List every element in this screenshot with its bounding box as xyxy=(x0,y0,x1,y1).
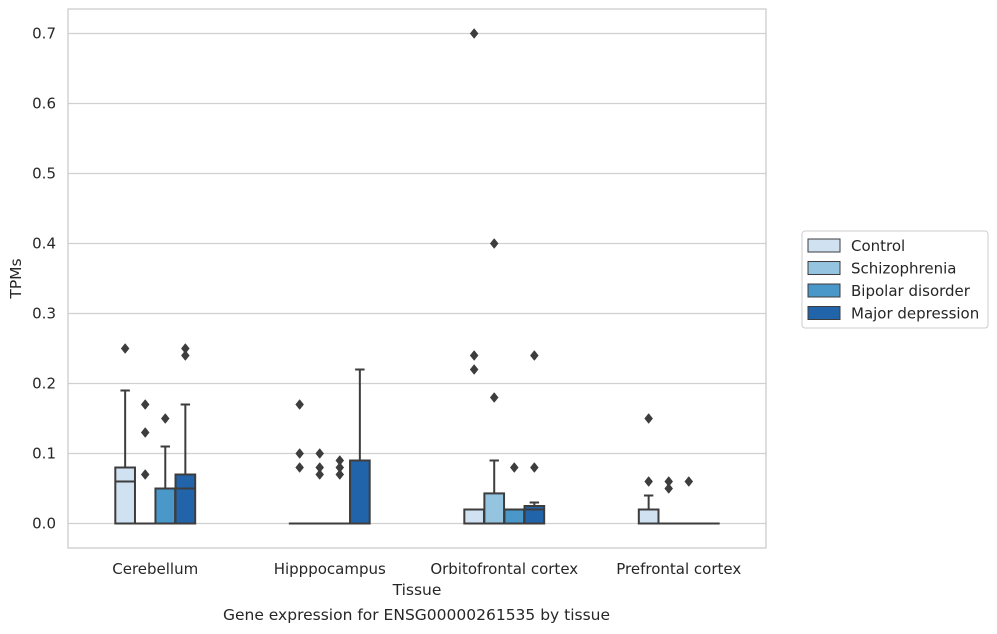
outlier-point xyxy=(140,469,150,480)
x-tick-label: Prefrontal cortex xyxy=(616,560,741,578)
outlier-point xyxy=(644,413,653,424)
outlier-point xyxy=(295,462,304,473)
outlier-point xyxy=(335,469,345,480)
box-body xyxy=(463,508,485,525)
outlier-point xyxy=(295,448,304,459)
box-body xyxy=(503,508,526,525)
outlier-point xyxy=(315,448,325,459)
gridlines xyxy=(68,32,766,525)
box-control xyxy=(288,399,311,525)
legend-swatch xyxy=(807,283,841,298)
outlier-point xyxy=(664,483,674,494)
box-body xyxy=(349,459,371,525)
outlier-point xyxy=(295,399,304,410)
legend-swatch xyxy=(807,238,841,253)
box-body xyxy=(174,473,197,525)
y-tick-label: 0.0 xyxy=(32,515,56,533)
box-major-depression xyxy=(349,368,371,525)
legend-label: Bipolar disorder xyxy=(851,282,971,300)
box-schizophrenia xyxy=(483,238,506,525)
box-schizophrenia xyxy=(134,399,157,525)
legend-label: Schizophrenia xyxy=(851,260,956,278)
y-tick-label: 0.1 xyxy=(32,445,56,463)
y-tick-label: 0.2 xyxy=(32,375,56,393)
y-tick-labels: 0.0 0.1 0.2 0.3 0.4 0.5 0.6 0.7 xyxy=(32,25,56,533)
legend-swatch xyxy=(807,261,841,275)
legend-label: Major depression xyxy=(851,305,979,323)
box-major-depression xyxy=(523,350,546,525)
y-tick-label: 0.6 xyxy=(32,95,56,113)
box-bipolar-disorder xyxy=(154,413,177,525)
legend-label: Control xyxy=(851,237,905,255)
outlier-point xyxy=(140,399,150,410)
outlier-point xyxy=(315,469,325,480)
outlier-point xyxy=(684,476,694,487)
y-tick-label: 0.4 xyxy=(32,235,56,253)
plot-frame xyxy=(67,8,767,549)
outlier-point xyxy=(160,413,170,424)
legend-frame xyxy=(801,230,989,329)
y-tick-label: 0.5 xyxy=(32,165,56,183)
outlier-point xyxy=(469,350,479,361)
outlier-point xyxy=(509,462,519,473)
box-control xyxy=(463,28,485,525)
box-schizophrenia xyxy=(657,476,680,525)
box-schizophrenia xyxy=(308,448,331,525)
x-axis-label: Tissue xyxy=(392,581,442,599)
box-bipolar-disorder xyxy=(503,462,526,525)
box-major-depression xyxy=(174,343,197,525)
box-body xyxy=(114,466,136,525)
outlier-point xyxy=(489,238,499,249)
box-body xyxy=(637,508,660,525)
y-tick-label: 0.3 xyxy=(32,305,56,323)
y-tick-label: 0.7 xyxy=(32,25,56,43)
figure-caption: Gene expression for ENSG00000261535 by t… xyxy=(222,606,611,624)
outlier-point xyxy=(140,427,150,438)
box-bipolar-disorder xyxy=(677,476,700,525)
x-tick-label: Cerebellum xyxy=(112,560,198,578)
y-axis-label: TPMs xyxy=(7,258,25,299)
outlier-point xyxy=(530,350,539,361)
box-control xyxy=(114,343,136,525)
legend-swatch xyxy=(807,306,841,320)
box-bipolar-disorder xyxy=(328,455,351,525)
box-body xyxy=(483,492,506,525)
box-control xyxy=(637,413,660,525)
box-body xyxy=(154,487,177,525)
outlier-point xyxy=(644,476,653,487)
outlier-point xyxy=(530,462,539,473)
x-tick-labels: Cerebellum Hipppocampus Orbitofrontal cort… xyxy=(112,560,741,578)
boxes xyxy=(114,28,720,525)
x-tick-label: Orbitofrontal cortex xyxy=(430,560,578,578)
outlier-point xyxy=(181,350,190,361)
outlier-point xyxy=(489,392,499,403)
outlier-point xyxy=(469,364,479,375)
outlier-point xyxy=(120,343,130,354)
x-tick-label: Hipppocampus xyxy=(274,560,386,578)
legend: Control Schizophrenia Bipolar disorder Majo… xyxy=(801,230,989,329)
outlier-point xyxy=(469,28,479,39)
